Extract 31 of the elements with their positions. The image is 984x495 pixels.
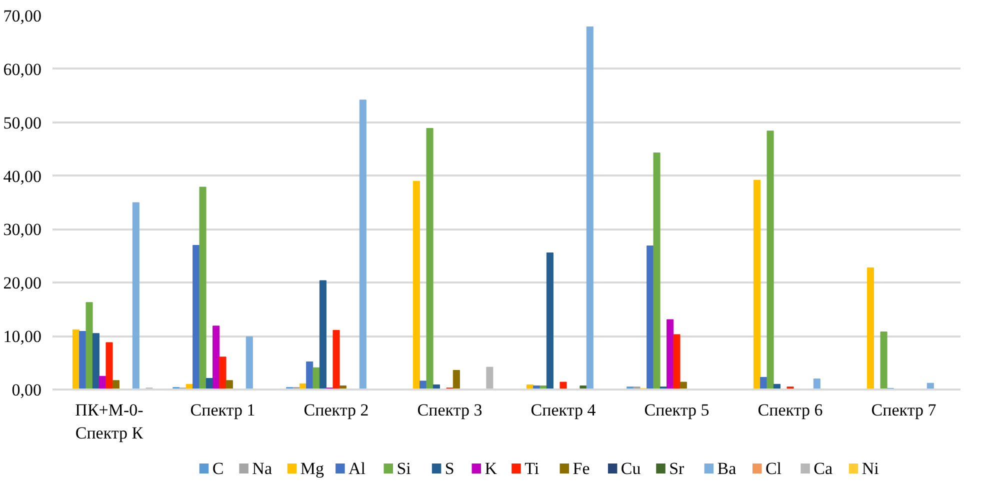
legend-label: Mg [300,459,324,478]
legend-label: Ti [524,459,540,478]
legend-label: Na [252,459,272,478]
legend-label: Cu [620,459,642,478]
legend-label: K [484,459,498,478]
x-tick-label: Спектр 3 [417,400,482,420]
legend-label: Si [396,459,412,478]
x-tick-label: Спектр 2 [304,400,369,420]
x-tick-label: Спектр 6 [758,400,823,420]
x-tick-label: ПК+М-0- Спектр К [75,400,144,442]
legend-label: S [444,459,454,478]
y-tick-label: 30,00 [3,220,42,240]
x-tick-label: Спектр 7 [871,400,937,420]
legend-label: Ba [717,459,737,478]
legend-label: Fe [572,459,590,478]
legend-label: Ni [862,459,880,478]
y-tick-label: 0,00 [12,380,42,400]
y-tick-label: 10,00 [3,327,42,346]
legend-label: Cl [765,459,782,478]
y-tick-label: 20,00 [3,274,42,293]
y-tick-label: 70,00 [3,6,42,26]
x-tick-label: Спектр 4 [530,400,596,420]
y-tick-label: 40,00 [3,166,42,186]
legend-label: Ca [814,459,833,478]
legend-label: Sr [669,459,685,478]
y-tick-label: 60,00 [3,60,42,79]
y-tick-label: 50,00 [3,113,42,132]
legend-label: Al [348,459,366,478]
legend-label: C [212,459,224,478]
x-tick-label: Спектр 5 [644,400,710,420]
x-tick-label: Спектр 1 [190,400,256,420]
